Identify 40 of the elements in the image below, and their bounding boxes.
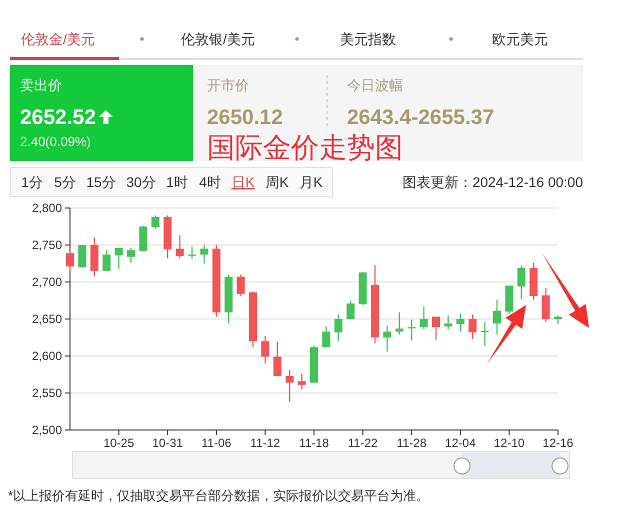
text: 国际金价走势图 — [207, 132, 403, 163]
y-tick-label: 2,750 — [32, 238, 62, 252]
x-tick-label: 10-25 — [103, 436, 134, 450]
y-tick-label: 2,800 — [32, 201, 62, 215]
text: 今日波幅 — [347, 77, 403, 93]
text: 2650.12 — [207, 106, 283, 129]
text: 1时 — [166, 174, 188, 190]
text: *以上报价有延时，仅抽取交易平台部分数据，实际报价以交易平台为准。 — [8, 488, 430, 503]
text: 30分 — [126, 174, 156, 190]
text: 周K — [265, 174, 290, 190]
text: 图表更新：2024-12-16 00:00 — [402, 174, 584, 190]
x-tick-label: 11-22 — [348, 436, 378, 450]
text: 伦敦银/美元 — [181, 31, 255, 47]
text: 4时 — [199, 174, 221, 190]
text: 15分 — [86, 174, 116, 190]
text: 美元指数 — [340, 31, 396, 47]
text: 1分 — [21, 174, 43, 190]
text: 欧元美元 — [492, 31, 548, 47]
y-tick-label: 2,500 — [32, 423, 62, 437]
text: 卖出价 — [20, 77, 62, 93]
text: 2652.52 — [20, 106, 96, 129]
text: 开市价 — [207, 77, 249, 93]
x-tick-label: 11-28 — [396, 436, 427, 450]
x-tick-label: 12-04 — [445, 436, 476, 450]
text: 伦敦金/美元 — [21, 31, 95, 47]
text: 5分 — [54, 174, 76, 190]
text: 2643.4-2655.37 — [347, 106, 494, 129]
y-tick-label: 2,700 — [32, 275, 62, 289]
text: 月K — [299, 174, 324, 190]
y-tick-label: 2,650 — [32, 312, 62, 326]
x-tick-label: 11-06 — [201, 436, 232, 450]
x-tick-label: 12-10 — [494, 436, 525, 450]
text: 日K — [231, 174, 256, 190]
x-tick-label: 10-31 — [152, 436, 184, 450]
x-tick-label: 11-18 — [299, 436, 330, 450]
y-tick-label: 2,550 — [32, 386, 62, 400]
x-tick-label: 11-12 — [250, 436, 280, 450]
y-tick-label: 2,600 — [32, 349, 62, 363]
text: 2.40(0.09%) — [20, 134, 91, 149]
x-tick-label: 12-16 — [542, 436, 574, 450]
